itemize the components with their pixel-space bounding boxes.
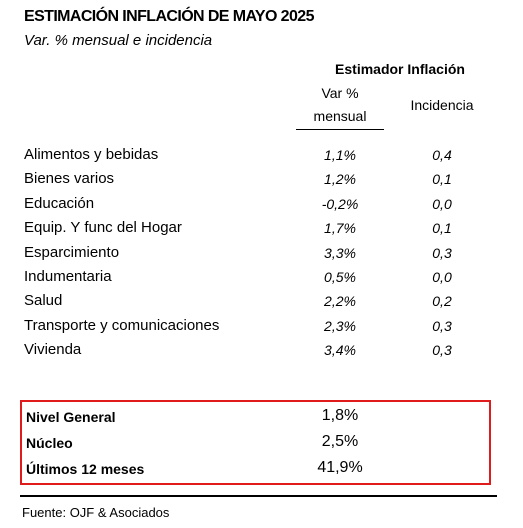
row-inc: 0,1 — [432, 220, 452, 237]
row-inc: 0,3 — [432, 244, 452, 261]
row-inc: 0,2 — [432, 293, 452, 310]
table-row: Indumentaria 0,5% 0,0 — [24, 265, 494, 289]
summary-row-nucleo: Núcleo 2,5% — [22, 430, 489, 456]
table-row: Alimentos y bebidas 1,1% 0,4 — [24, 143, 494, 167]
row-var: 1,2% — [324, 171, 356, 188]
row-label: Equip. Y func del Hogar — [24, 219, 182, 237]
row-label: Educación — [24, 194, 95, 212]
estimator-header: Estimador Inflación — [335, 61, 465, 77]
table-row: Transporte y comunicaciones 2,3% 0,3 — [24, 314, 494, 338]
category-table: Alimentos y bebidas 1,1% 0,4 Bienes vari… — [24, 143, 494, 363]
row-label: Salud — [24, 292, 63, 310]
table-row: Bienes varios 1,2% 0,1 — [24, 167, 494, 191]
row-var: 2,3% — [324, 317, 356, 334]
source-note: Fuente: OJF & Asociados — [22, 505, 170, 520]
row-var: 1,7% — [324, 220, 356, 237]
row-var: 3,3% — [324, 244, 356, 261]
row-label: Esparcimiento — [24, 243, 120, 261]
column-header-var-line1: Var % — [321, 85, 359, 101]
table-row: Vivienda 3,4% 0,3 — [24, 338, 494, 362]
column-header-var-line2: mensual — [313, 108, 367, 124]
table-row: Esparcimiento 3,3% 0,3 — [24, 241, 494, 265]
row-label: Alimentos y bebidas — [24, 146, 159, 163]
row-inc: 0,3 — [432, 317, 452, 334]
row-label: Transporte y comunicaciones — [24, 316, 220, 334]
row-var: 3,4% — [324, 342, 356, 359]
summary-box: Nivel General 1,8% Núcleo 2,5% Últimos 1… — [20, 400, 491, 485]
row-inc: 0,4 — [432, 147, 452, 163]
row-var: 0,5% — [324, 268, 356, 285]
row-var: 1,1% — [324, 147, 356, 163]
report-subtitle: Var. % mensual e incidencia — [24, 32, 213, 49]
row-var: -0,2% — [321, 195, 359, 212]
row-inc: 0,0 — [432, 195, 452, 212]
summary-row-nivel-general: Nivel General 1,8% — [22, 404, 489, 430]
summary-value: 2,5% — [321, 433, 359, 450]
summary-value: 41,9% — [317, 459, 363, 476]
report-title: ESTIMACIÓN INFLACIÓN DE MAYO 2025 — [24, 8, 314, 25]
table-row: Salud 2,2% 0,2 — [24, 289, 494, 313]
table-row: Equip. Y func del Hogar 1,7% 0,1 — [24, 216, 494, 240]
row-inc: 0,1 — [432, 171, 452, 188]
column-header-var-mensual: Var % mensual — [296, 82, 384, 130]
row-var: 2,2% — [324, 293, 356, 310]
row-inc: 0,0 — [432, 268, 452, 285]
row-inc: 0,3 — [432, 342, 452, 359]
summary-label: Núcleo — [26, 435, 73, 451]
row-label: Bienes varios — [24, 170, 115, 188]
summary-label: Nivel General — [26, 409, 116, 425]
row-label: Vivienda — [24, 341, 82, 359]
column-header-incidencia: Incidencia — [410, 97, 474, 113]
summary-value: 1,8% — [321, 407, 359, 424]
table-row: Educación -0,2% 0,0 — [24, 192, 494, 216]
summary-label: Últimos 12 meses — [26, 461, 145, 477]
row-label: Indumentaria — [24, 267, 112, 285]
footer-divider — [20, 495, 497, 497]
summary-row-ultimos-12-meses: Últimos 12 meses 41,9% — [22, 456, 489, 482]
